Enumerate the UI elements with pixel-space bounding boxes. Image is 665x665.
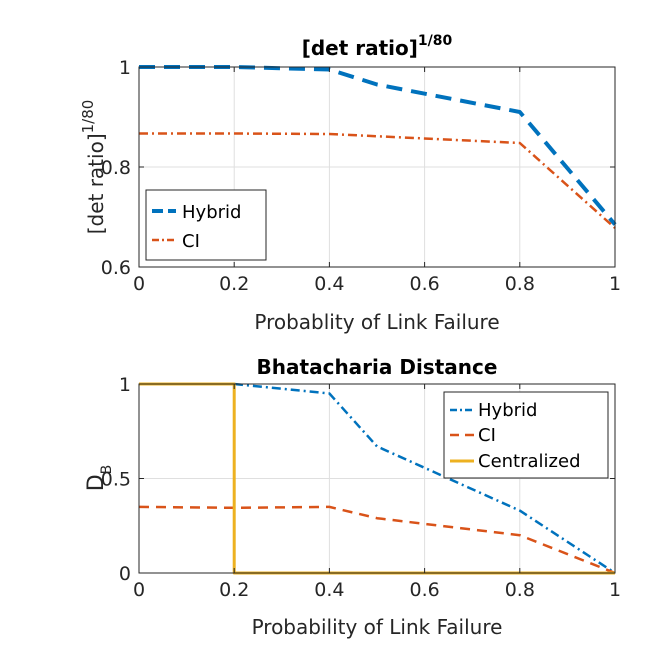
bhattacharyya-chart-title: Bhatacharia Distance [257,355,498,379]
bhattacharyya-chart: 0 0.2 0.4 0.6 0.8 1 00.51 Bhatacharia Distanc… [84,355,621,639]
x-tick-label: 0.2 [219,579,249,601]
bhattacharyya-x-axis-label: Probability of Link Failure [252,615,503,639]
x-tick-label: 0.4 [314,273,344,295]
det-ratio-x-axis-label: Probablity of Link Failure [254,310,499,334]
x-tick-label: 0.8 [505,579,535,601]
series-line-ci [139,507,615,573]
det-ratio-title-sup: 1/80 [418,33,453,49]
legend-db-ci-label: CI [478,425,496,446]
det-ratio-x-tick-labels: 0 0.2 0.4 0.6 0.8 1 [133,67,621,295]
bhattacharyya-legend: Hybrid CI Centralized [444,392,608,478]
x-tick-label: 0 [133,579,145,601]
det-ratio-legend-box [146,190,266,260]
det-ratio-ylabel-sup: 1/80 [79,100,97,134]
legend-ci-label: CI [182,231,200,252]
x-tick-label: 0.8 [505,273,535,295]
x-tick-label: 1 [609,579,621,601]
legend-db-centralized-label: Centralized [478,451,581,472]
db-ylabel-sub: B [99,465,115,475]
y-tick-label: 0.6 [101,257,131,279]
x-tick-label: 0 [133,273,145,295]
x-tick-label: 1 [609,273,621,295]
x-tick-label: 0.6 [409,579,439,601]
x-tick-label: 0.6 [409,273,439,295]
det-ratio-ylabel-main: [det ratio] [84,133,108,234]
y-tick-label: 0 [119,563,131,585]
det-ratio-chart: 0 0.2 0.4 0.6 0.8 1 0.60.81 [det ratio]1/80 P… [79,33,621,334]
db-ylabel-main: D [84,474,109,491]
y-tick-label: 1 [119,57,131,79]
x-tick-label: 0.4 [314,579,344,601]
legend-hybrid-label: Hybrid [182,202,241,223]
det-ratio-chart-title: [det ratio]1/80 [302,33,453,60]
det-ratio-title-main: [det ratio] [302,36,418,60]
legend-db-hybrid-label: Hybrid [478,400,537,421]
x-tick-label: 0.2 [219,273,249,295]
det-ratio-legend: Hybrid CI [146,190,266,260]
y-tick-label: 1 [119,374,131,396]
det-ratio-y-axis-label: [det ratio]1/80 [79,100,108,235]
